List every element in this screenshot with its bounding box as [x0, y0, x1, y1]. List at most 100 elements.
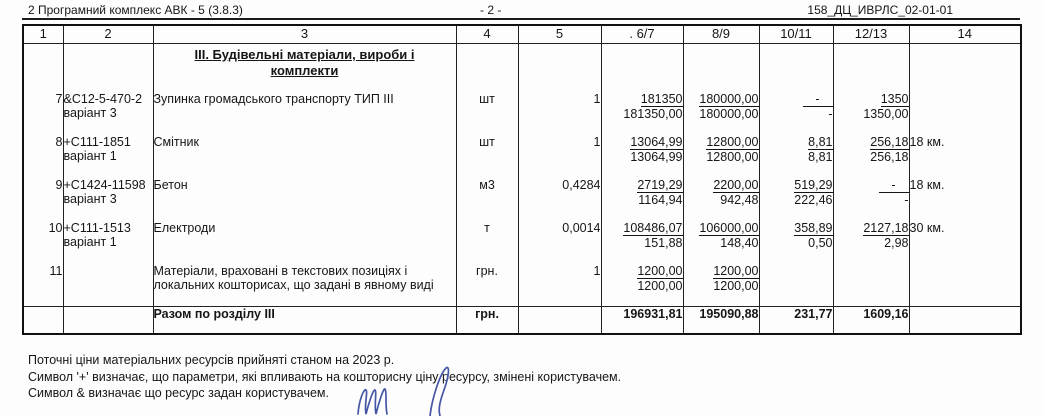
section-title-line1: III. Будівельні матеріали, вироби і — [194, 47, 415, 62]
section-title-line2: комплекти — [270, 63, 339, 79]
value-c1011-top: 519,29 — [760, 178, 832, 193]
page-header: 2 Програмний комплекс АВК - 5 (3.8.3) - … — [0, 0, 1043, 20]
value-c1011-top-text: 358,89 — [794, 220, 833, 236]
value-c1011-top-text: 8,81 — [808, 134, 833, 150]
value-c67-top-text: 108486,07 — [623, 220, 683, 236]
value-c67-top-text: 2719,29 — [637, 177, 683, 193]
value-c67-top: 13064,99 — [602, 134, 683, 150]
column-number-6-7: . 6/7 — [600, 24, 684, 44]
value-c89-bottom: 148,40 — [720, 236, 759, 250]
value-c89-bottom: 1200,00 — [713, 279, 759, 293]
footnotes: Поточні ціни матеріальних ресурсів прийн… — [28, 352, 621, 402]
value-c67-top-text: 1200,00 — [637, 263, 683, 279]
value-c89-top-text: 180000,00 — [699, 91, 759, 107]
quantity: 1 — [593, 263, 601, 278]
value-c1213-top: - — [834, 178, 908, 193]
unit-of-measure: м3 — [479, 177, 495, 192]
quantity: 0,0014 — [562, 220, 601, 235]
value-c67-bottom: 1164,94 — [638, 193, 683, 207]
unit-of-measure: грн. — [476, 263, 498, 278]
value-c67-bottom: 151,88 — [644, 236, 683, 250]
column-number-12-13: 12/13 — [832, 24, 910, 44]
resource-name: Зупинка громадського транспорту ТИП III — [153, 91, 394, 106]
value-c89-bottom: 942,48 — [720, 193, 759, 207]
signature-loops — [357, 388, 388, 415]
column-number-4: 4 — [455, 24, 519, 44]
distance-note: 18 км. — [909, 177, 945, 192]
row-number: 7 — [55, 91, 63, 106]
value-c67-bottom: 181350,00 — [623, 107, 683, 121]
total-label: Разом по розділу III — [152, 306, 457, 334]
value-c89-top: 1200,00 — [684, 263, 759, 279]
unit-of-measure: шт — [479, 91, 495, 106]
value-c1011-bottom: 0,50 — [808, 236, 833, 250]
resource-code: &С12-5-470-2 — [63, 91, 143, 106]
resource-name: Бетон — [153, 177, 188, 192]
value-c1213-top-text: 256,18 — [870, 134, 909, 150]
value-c67-top: 1200,00 — [602, 263, 683, 279]
column-number-3: 3 — [152, 24, 457, 44]
total-value-6-7: 196931,81 — [600, 306, 684, 334]
page-number: - 2 - — [480, 3, 502, 17]
value-c1011-bottom: 222,46 — [794, 193, 833, 207]
column-number-1: 1 — [22, 24, 64, 44]
value-c1011-top-text: - — [802, 92, 832, 107]
value-c1213-bottom: 256,18 — [870, 150, 909, 164]
value-c67-top: 2719,29 — [602, 177, 683, 193]
distance-note: 18 км. — [909, 134, 945, 149]
value-c67-top-text: 13064,99 — [630, 134, 683, 150]
column-number-5: 5 — [517, 24, 602, 44]
value-c89-top-text: 12800,00 — [706, 134, 759, 150]
section-header-row: III. Будівельні матеріали, вироби і комп… — [22, 43, 1022, 92]
resource-name: Електроди — [153, 220, 216, 235]
table-row: 8 +С111-1851 варіант 1 Смітник шт 1 13064,99 13… — [22, 134, 1022, 178]
value-c89-bottom: 180000,00 — [699, 107, 759, 121]
header-rule — [22, 18, 1020, 20]
resource-code: +С111-1513 — [63, 220, 131, 235]
value-c1011-top: - — [760, 92, 832, 107]
total-value-12-13: 1609,16 — [832, 306, 910, 334]
table-row: 10 +С111-1513 варіант 1 Електроди т 0,0014 108… — [22, 220, 1022, 264]
value-c1011-bottom: 8,81 — [808, 150, 833, 164]
value-c1213-top-text: 2127,18 — [863, 220, 909, 236]
section-total-row: Разом по розділу III грн. 196931,81 1950… — [22, 306, 1022, 334]
value-c1213-bottom: 1350,00 — [863, 107, 909, 121]
unit-of-measure: т — [484, 220, 490, 235]
row-number: 8 — [55, 134, 63, 149]
column-number-10-11: 10/11 — [758, 24, 834, 44]
row-number: 9 — [55, 177, 63, 192]
table-row: 11 Матеріали, враховані в текстових позиц… — [22, 263, 1022, 307]
quantity: 1 — [593, 134, 601, 149]
distance-note: 30 км. — [909, 220, 945, 235]
signature-flourish — [429, 366, 450, 416]
total-unit: грн. — [455, 306, 519, 334]
resource-code: +С1424-11598 — [63, 177, 146, 192]
estimate-table: 1 2 3 4 5 . 6/7 8/9 10/11 12/13 14 III. … — [22, 24, 1022, 335]
value-c67-bottom: 1200,00 — [637, 279, 683, 293]
value-c89-top: 2200,00 — [684, 177, 759, 193]
value-c1213-top: 256,18 — [834, 134, 909, 150]
row-number: 11 — [49, 263, 63, 278]
quantity: 0,4284 — [562, 177, 601, 192]
resource-variant: варіант 3 — [63, 106, 117, 120]
column-number-14: 14 — [908, 24, 1022, 44]
resource-variant: варіант 3 — [63, 192, 117, 206]
value-c89-top-text: 1200,00 — [713, 263, 759, 279]
value-c89-top: 12800,00 — [684, 134, 759, 150]
value-c67-top: 181350 — [602, 92, 682, 107]
handwritten-signature — [357, 366, 450, 416]
document-code: 158_ДЦ_ИВРЛС_02-01-01 — [807, 3, 953, 17]
value-c89-top-text: 2200,00 — [713, 177, 759, 193]
value-c89-bottom: 12800,00 — [706, 150, 759, 164]
resource-name: Матеріали, враховані в текстових позиція… — [153, 263, 434, 293]
value-c1213-bottom: - — [904, 193, 909, 207]
app-title: 2 Програмний комплекс АВК - 5 (3.8.3) — [28, 3, 243, 17]
column-number-8-9: 8/9 — [682, 24, 760, 44]
footnote-plus-symbol: Символ '+' визначає, що параметри, які в… — [28, 369, 622, 384]
value-c1213-bottom: 2,98 — [884, 236, 909, 250]
row-number: 10 — [48, 220, 63, 235]
value-c89-top: 180000,00 — [684, 91, 759, 107]
value-c1213-top: 2127,18 — [834, 220, 909, 236]
value-c1011-top: 8,81 — [760, 134, 833, 150]
